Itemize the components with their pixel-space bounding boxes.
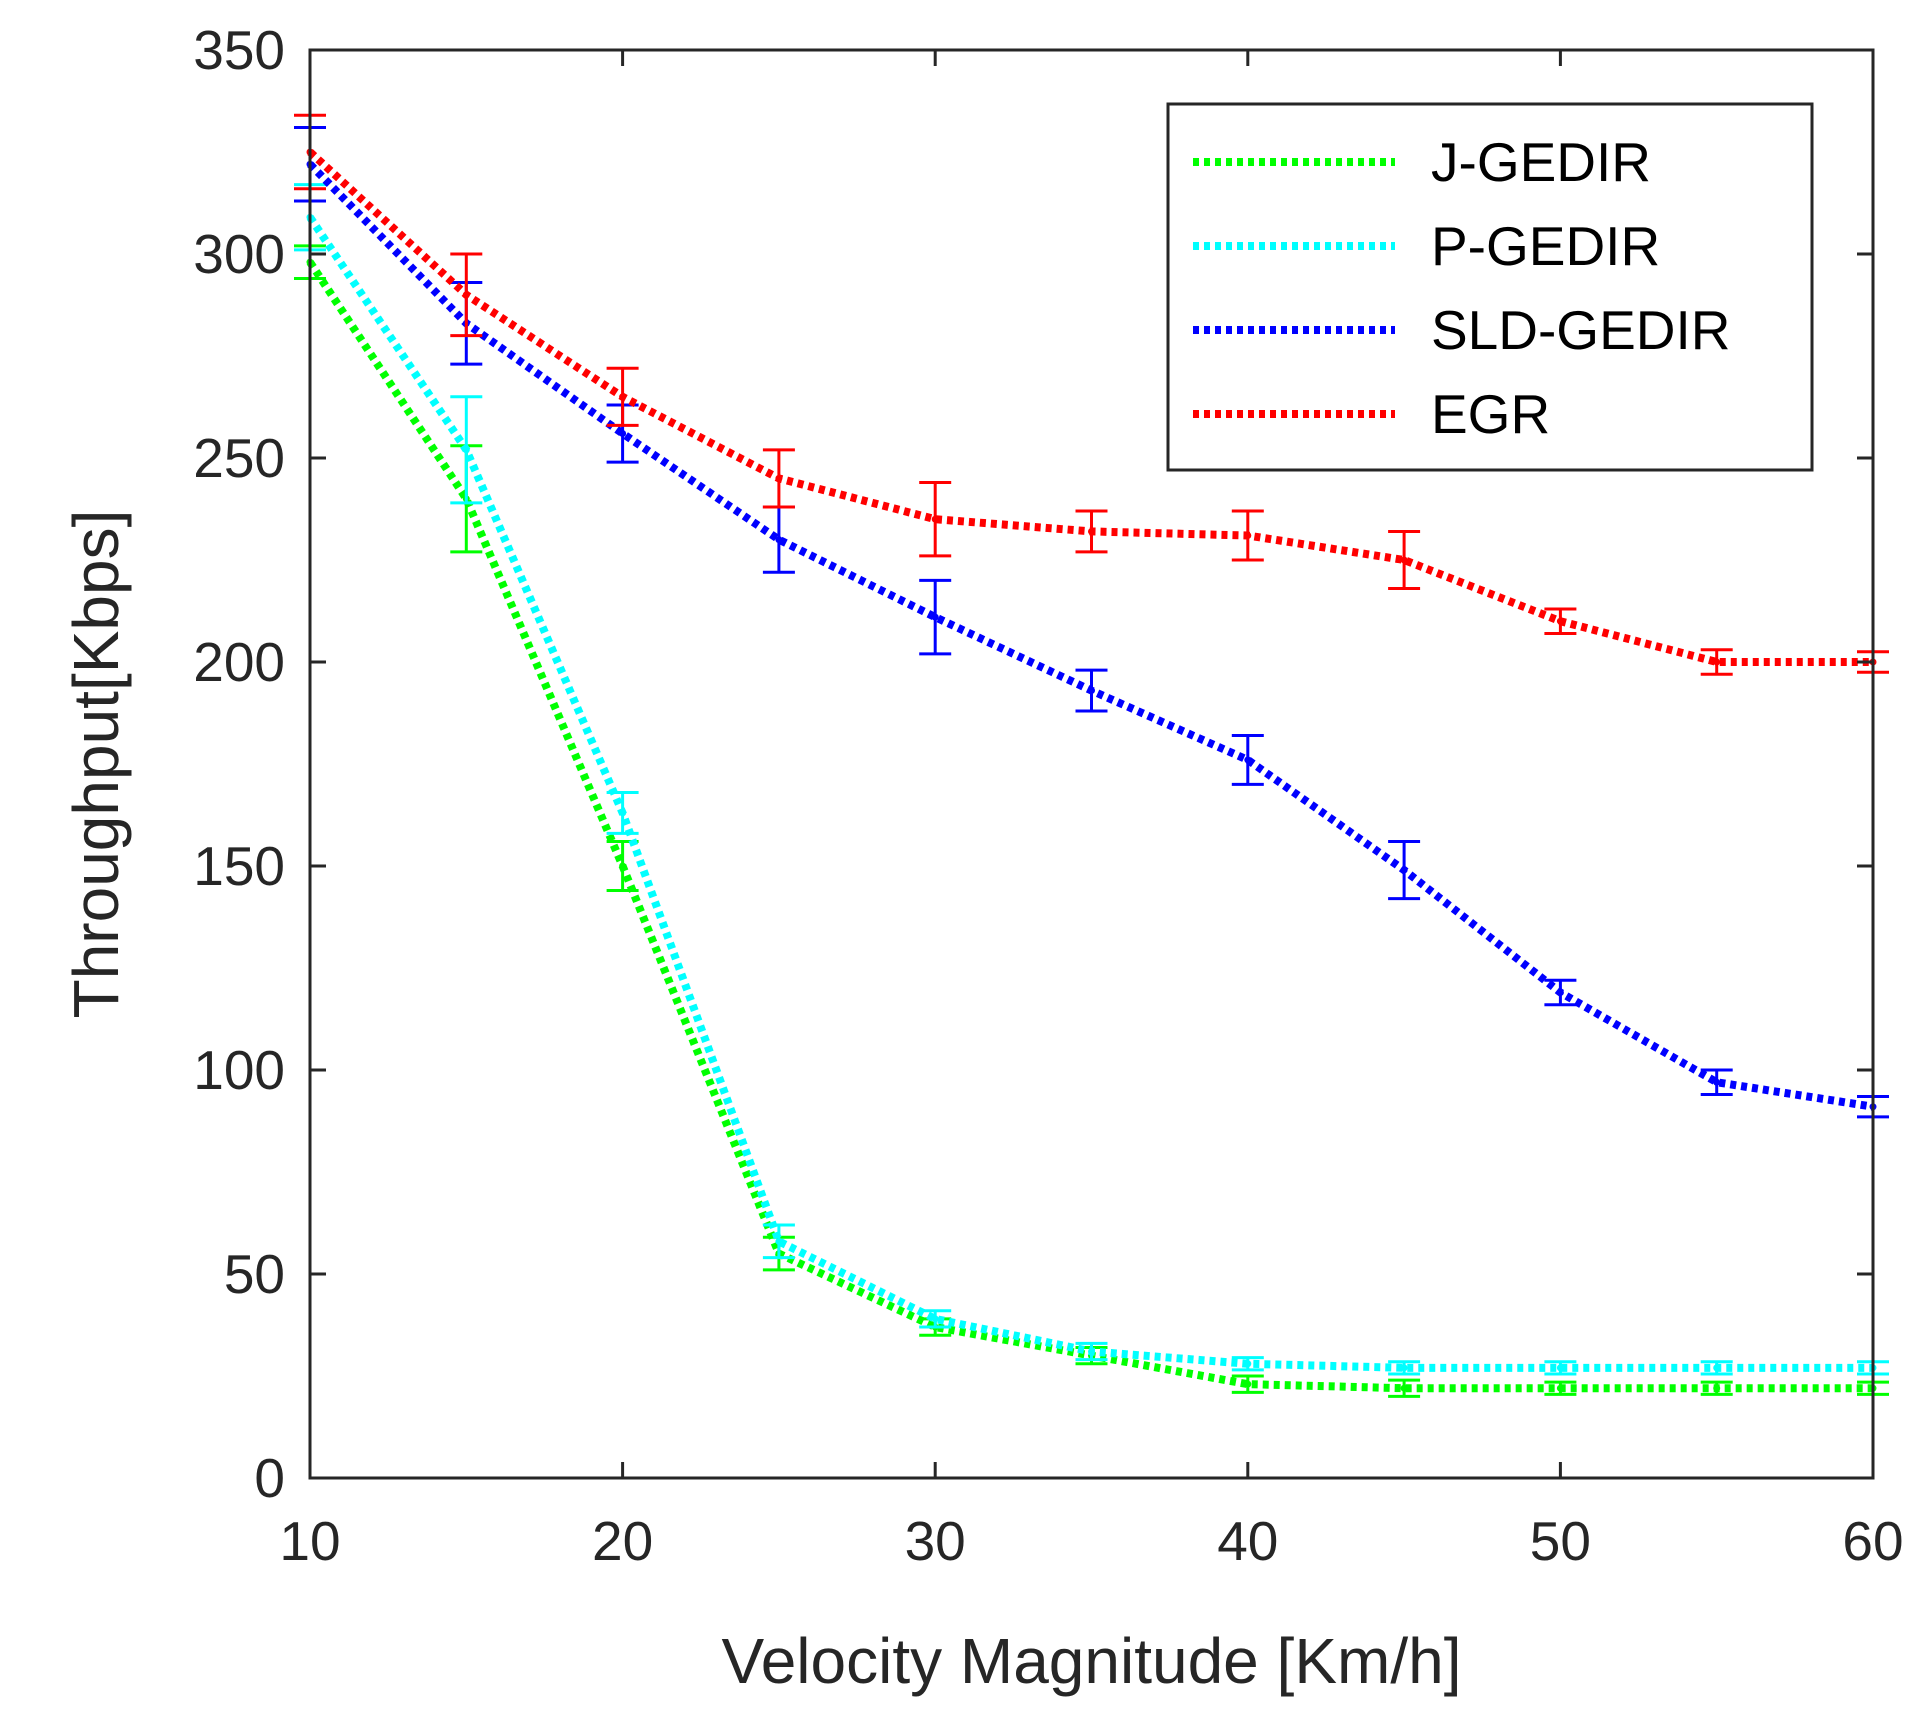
- data-point: [775, 536, 783, 544]
- data-point: [1244, 756, 1252, 764]
- y-tick-label: 350: [193, 19, 285, 81]
- y-tick-label: 0: [254, 1447, 285, 1509]
- plot-area: [294, 113, 1889, 1398]
- data-point: [619, 393, 627, 401]
- y-tick-label: 150: [193, 835, 285, 897]
- data-point: [1244, 1380, 1252, 1388]
- data-point: [1713, 658, 1721, 666]
- data-point: [619, 862, 627, 870]
- x-tick-label: 20: [592, 1510, 653, 1572]
- x-tick-label: 50: [1530, 1510, 1591, 1572]
- data-point: [1088, 687, 1095, 695]
- data-point: [1244, 1360, 1252, 1368]
- data-point: [931, 515, 939, 523]
- data-point: [462, 291, 470, 299]
- data-point: [775, 474, 783, 482]
- data-point: [931, 1315, 939, 1323]
- data-point: [1556, 1384, 1564, 1392]
- y-tick-label: 50: [224, 1243, 285, 1305]
- axis-ticks: 10 20 30 40 50 60 0 50 100 150 200 250 300 350: [193, 19, 1903, 1572]
- data-point: [1713, 1078, 1721, 1086]
- data-point: [1400, 866, 1408, 874]
- series-p-gedir: [294, 183, 1889, 1376]
- legend: J-GEDIR P-GEDIR SLD-GEDIR EGR: [1166, 102, 1814, 472]
- data-point: [1400, 1384, 1408, 1392]
- data-point: [619, 430, 627, 438]
- legend-label: EGR: [1431, 383, 1550, 445]
- data-point: [1713, 1364, 1721, 1372]
- data-point: [931, 613, 939, 621]
- x-tick-label: 40: [1217, 1510, 1278, 1572]
- data-point: [1400, 1364, 1408, 1372]
- series-egr: [294, 113, 1889, 676]
- series-sld-gedir: [294, 126, 1889, 1119]
- data-point: [1088, 527, 1095, 535]
- x-tick-label: 60: [1842, 1510, 1903, 1572]
- y-tick-label: 300: [193, 223, 285, 285]
- y-axis-title: Throughput[Kbps]: [60, 510, 132, 1019]
- data-point: [1556, 1364, 1564, 1372]
- x-axis-title: Velocity Magnitude [Km/h]: [722, 1625, 1462, 1697]
- y-tick-label: 200: [193, 631, 285, 693]
- data-point: [1556, 988, 1564, 996]
- data-point: [1088, 1348, 1095, 1356]
- legend-label: SLD-GEDIR: [1431, 299, 1731, 361]
- y-tick-label: 100: [193, 1039, 285, 1101]
- legend-label: P-GEDIR: [1431, 215, 1660, 277]
- data-point: [619, 809, 627, 817]
- x-tick-label: 10: [279, 1510, 340, 1572]
- axes-frame: [308, 48, 1875, 1480]
- data-point: [1556, 617, 1564, 625]
- data-point: [1400, 556, 1408, 564]
- data-point: [1244, 532, 1252, 540]
- y-tick-label: 250: [193, 427, 285, 489]
- x-tick-label: 30: [905, 1510, 966, 1572]
- legend-label: J-GEDIR: [1431, 131, 1651, 193]
- data-point: [775, 1237, 783, 1245]
- data-point: [462, 446, 470, 454]
- data-point: [1713, 1384, 1721, 1392]
